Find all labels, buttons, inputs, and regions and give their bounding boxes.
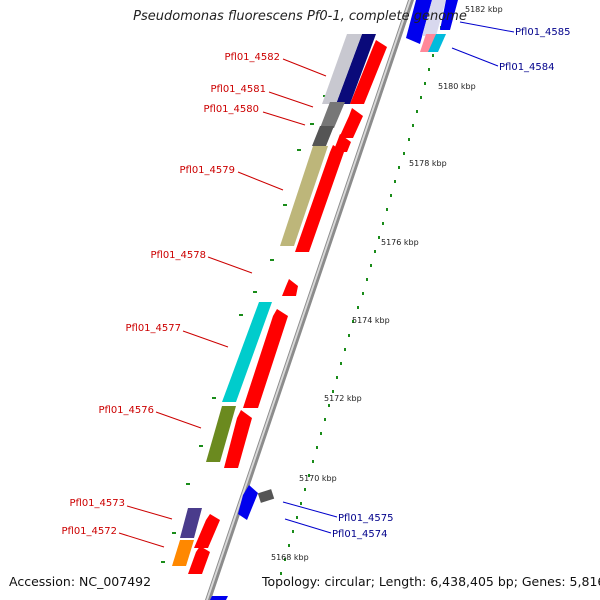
feature-block-4584b[interactable] xyxy=(428,34,446,52)
feature-block-4572[interactable] xyxy=(172,540,194,566)
feature-block-4585c[interactable] xyxy=(440,0,458,30)
gene-arrow-4582[interactable] xyxy=(350,40,387,104)
topology-text: Topology: circular; Length: 6,438,405 bp… xyxy=(262,574,600,589)
gene-label-4585[interactable]: Pfl01_4585 xyxy=(515,27,571,38)
scale-label-5172: 5172 kbp xyxy=(324,394,362,403)
genome-backbone-highlight xyxy=(206,0,411,600)
gene-arrow-4575[interactable] xyxy=(238,485,258,520)
feature-block-4577[interactable] xyxy=(222,302,272,402)
gene-label-4582[interactable]: Pfl01_4582 xyxy=(224,52,280,63)
map-title: Pseudomonas fluorescens Pf0-1, complete … xyxy=(133,9,467,24)
feature-block-4584a[interactable] xyxy=(420,34,436,52)
scale-label-5180: 5180 kbp xyxy=(438,82,476,91)
scale-label-5168: 5168 kbp xyxy=(271,553,309,562)
red-gene-arrows xyxy=(188,40,387,574)
right-feature-blocks xyxy=(210,0,458,600)
gene-label-4584[interactable]: Pfl01_4584 xyxy=(499,62,555,73)
feature-block-4580[interactable] xyxy=(312,126,334,146)
gene-label-4572[interactable]: Pfl01_4572 xyxy=(61,526,117,537)
gene-arrow-4580[interactable] xyxy=(333,134,351,152)
feature-block-4576[interactable] xyxy=(206,406,236,462)
gene-label-4573[interactable]: Pfl01_4573 xyxy=(69,498,125,509)
gene-arrow-4579[interactable] xyxy=(295,145,344,252)
feature-block-bottom[interactable] xyxy=(210,596,228,600)
feature-block-4581[interactable] xyxy=(320,102,345,128)
feature-block-4582b[interactable] xyxy=(322,34,362,104)
gene-label-4576[interactable]: Pfl01_4576 xyxy=(98,405,154,416)
scale-label-5182: 5182 kbp xyxy=(465,5,503,14)
feature-block-4585a[interactable] xyxy=(406,0,432,44)
scale-label-5176: 5176 kbp xyxy=(381,238,419,247)
left-feature-blocks xyxy=(172,34,376,566)
gene-label-4581[interactable]: Pfl01_4581 xyxy=(210,84,266,95)
gene-arrow-4572[interactable] xyxy=(188,546,210,574)
gene-label-4580[interactable]: Pfl01_4580 xyxy=(203,104,259,115)
scale-label-5174: 5174 kbp xyxy=(352,316,390,325)
feature-block-4582a[interactable] xyxy=(336,34,376,104)
gene-label-4578[interactable]: Pfl01_4578 xyxy=(150,250,206,261)
accession-text: Accession: NC_007492 xyxy=(9,574,152,589)
feature-block-4574[interactable] xyxy=(257,489,275,503)
feature-block-4585b[interactable] xyxy=(422,0,446,36)
left-leader-lines xyxy=(118,58,327,548)
gene-label-4579[interactable]: Pfl01_4579 xyxy=(179,165,235,176)
right-leader-lines xyxy=(282,21,515,534)
feature-block-4573[interactable] xyxy=(180,508,202,538)
gene-label-4577[interactable]: Pfl01_4577 xyxy=(125,323,181,334)
gene-label-4575[interactable]: Pfl01_4575 xyxy=(338,513,394,524)
gene-arrow-4576[interactable] xyxy=(224,410,252,468)
gene-arrow-4581[interactable] xyxy=(339,108,363,138)
gene-label-4574[interactable]: Pfl01_4574 xyxy=(332,529,388,540)
gene-arrow-4577[interactable] xyxy=(243,309,288,408)
gene-arrow-4578[interactable] xyxy=(282,279,298,296)
scale-label-5170: 5170 kbp xyxy=(299,474,337,483)
gene-arrow-4573[interactable] xyxy=(194,514,220,548)
scale-dots xyxy=(280,26,442,575)
scale-label-5178: 5178 kbp xyxy=(409,159,447,168)
feature-block-4579[interactable] xyxy=(280,146,328,246)
